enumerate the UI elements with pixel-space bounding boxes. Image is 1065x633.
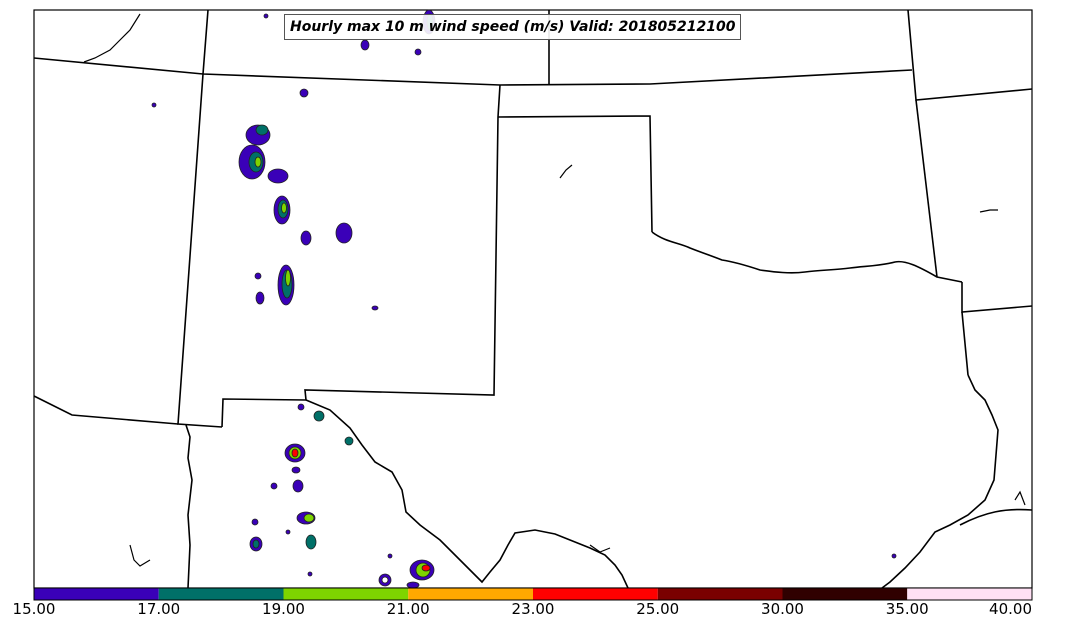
- state-boundaries: [33, 9, 1033, 589]
- boundary-rio-grande: [185, 424, 193, 589]
- gulf-coast-east: [959, 508, 1033, 526]
- boundary-tx-la: [961, 311, 969, 376]
- colorbar-segment: [782, 588, 908, 600]
- colorbar-tick-label: 30.00: [761, 600, 804, 618]
- colorbar-segment: [907, 588, 1032, 600]
- map-border: [33, 9, 1033, 589]
- colorbar-tick-label: 35.00: [885, 600, 929, 618]
- map-title: Hourly max 10 m wind speed (m/s) Valid: …: [284, 14, 742, 40]
- colorbar-segment: [283, 588, 409, 600]
- colorbar-segment: [657, 588, 783, 600]
- colorbar-tick-label: 23.00: [511, 600, 555, 618]
- boundary-nm-south: [221, 398, 307, 428]
- colorbar-tick-label: 19.00: [262, 600, 305, 618]
- boundary-panhandle-west: [304, 84, 501, 401]
- gulf-coast: [881, 374, 999, 589]
- boundary-ok-panhandle: [497, 115, 653, 233]
- boundary-az-south: [33, 395, 179, 425]
- boundary-red-river: [651, 231, 963, 283]
- boundary-rio-grande-tx: [305, 399, 629, 589]
- colorbar-tick-label: 21.00: [386, 600, 430, 618]
- coastline-details: [83, 13, 1026, 567]
- boundary-ok-east: [915, 99, 938, 278]
- colorbar-segment: [158, 588, 284, 600]
- wind-contours: [151, 9, 897, 589]
- colorbar-segment: [533, 588, 658, 600]
- colorbar-segment: [408, 588, 533, 600]
- colorbar-tick-label: 17.00: [137, 600, 181, 618]
- colorbar: [33, 587, 1033, 601]
- colorbar-tick-label: 40.00: [989, 600, 1032, 618]
- colorbar-border: [33, 587, 1033, 601]
- boundary-wyoming: [202, 9, 209, 75]
- colorbar-segment: [34, 588, 159, 600]
- colorbar-tick-label: 15.00: [12, 600, 56, 618]
- colorbar-tick-label: 25.00: [636, 600, 680, 618]
